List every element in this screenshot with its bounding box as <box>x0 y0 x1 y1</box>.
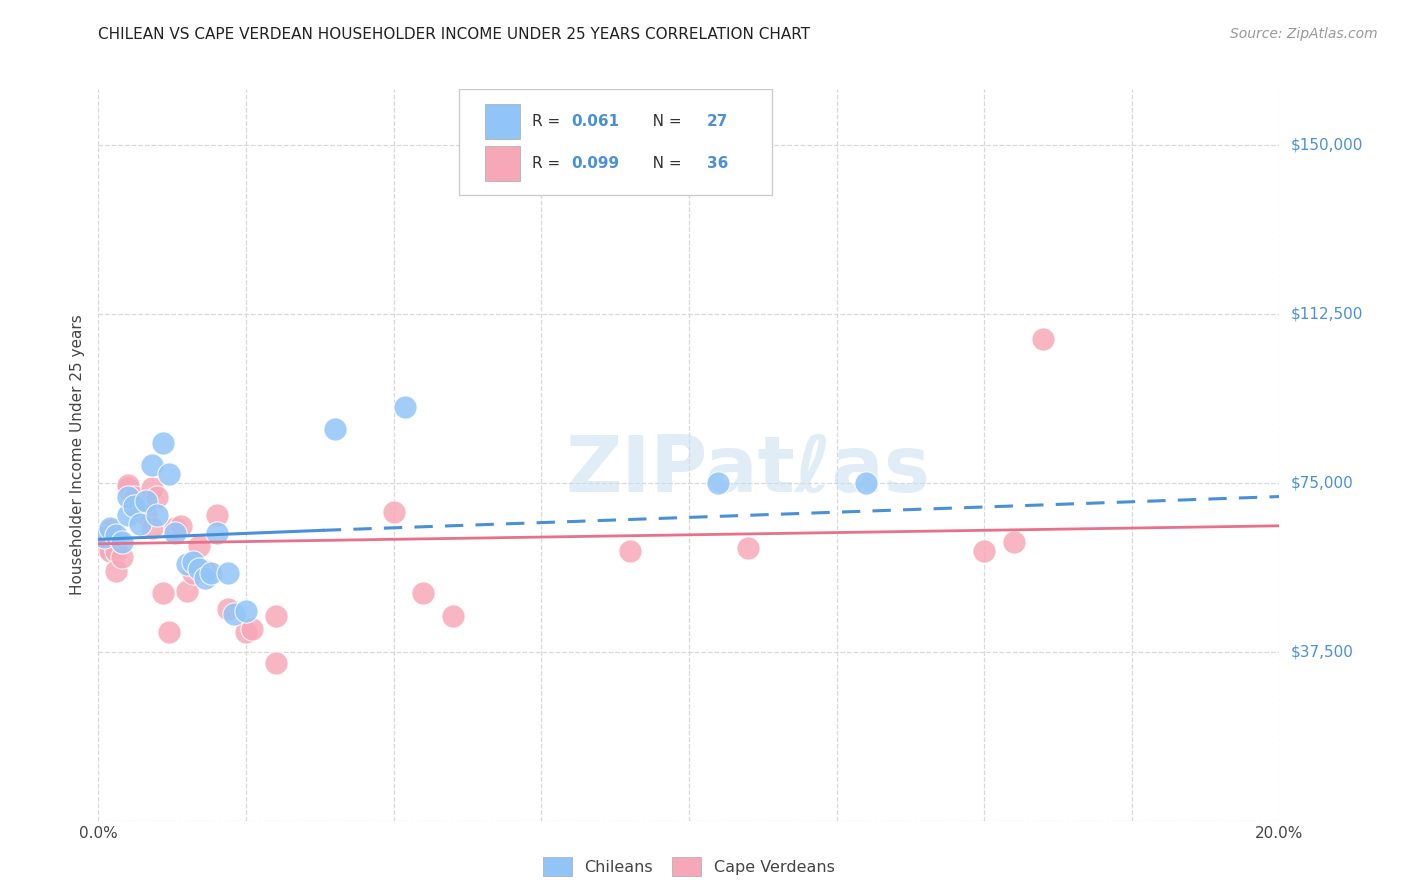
Point <box>146 490 169 504</box>
Point <box>105 528 128 542</box>
Point <box>194 564 217 578</box>
Text: 0.099: 0.099 <box>571 156 619 170</box>
Point <box>264 656 287 670</box>
Text: 0.061: 0.061 <box>571 113 619 128</box>
Point <box>187 561 209 575</box>
Point <box>973 543 995 558</box>
Point <box>181 555 204 569</box>
Point <box>128 499 150 513</box>
Point <box>135 494 157 508</box>
Point <box>412 586 434 600</box>
Point <box>141 458 163 472</box>
Point <box>165 525 187 540</box>
Point <box>165 521 187 535</box>
Legend: Chileans, Cape Verdeans: Chileans, Cape Verdeans <box>537 851 841 882</box>
Text: 27: 27 <box>707 113 728 128</box>
Point <box>323 422 346 436</box>
Point <box>205 525 228 540</box>
Point <box>117 478 139 492</box>
Y-axis label: Householder Income Under 25 years: Householder Income Under 25 years <box>70 315 86 595</box>
Text: R =: R = <box>531 156 565 170</box>
Point <box>111 550 134 565</box>
Text: $37,500: $37,500 <box>1291 644 1354 659</box>
Text: N =: N = <box>638 156 686 170</box>
Point <box>855 476 877 491</box>
Point <box>194 571 217 585</box>
Point <box>152 586 174 600</box>
Point <box>264 608 287 623</box>
Point <box>224 607 246 621</box>
Point <box>394 400 416 414</box>
Point <box>181 566 204 580</box>
Point <box>170 518 193 533</box>
Point <box>141 521 163 535</box>
Point <box>382 505 405 519</box>
Text: R =: R = <box>531 113 565 128</box>
Point <box>737 541 759 556</box>
Point <box>1032 332 1054 346</box>
Point <box>176 584 198 599</box>
Point <box>122 490 145 504</box>
Point <box>205 508 228 522</box>
Text: $112,500: $112,500 <box>1291 307 1362 322</box>
Text: ZIPatℓas: ZIPatℓas <box>565 432 931 508</box>
Text: $75,000: $75,000 <box>1291 475 1354 491</box>
Point <box>146 508 169 522</box>
Point <box>111 534 134 549</box>
Point <box>187 539 209 553</box>
FancyBboxPatch shape <box>485 145 520 181</box>
Point <box>117 508 139 522</box>
Point <box>157 624 180 639</box>
Point <box>235 604 257 618</box>
Point <box>217 602 239 616</box>
Point <box>200 566 222 580</box>
Point <box>93 539 115 553</box>
Point <box>157 467 180 481</box>
Point <box>122 499 145 513</box>
Text: CHILEAN VS CAPE VERDEAN HOUSEHOLDER INCOME UNDER 25 YEARS CORRELATION CHART: CHILEAN VS CAPE VERDEAN HOUSEHOLDER INCO… <box>98 27 810 42</box>
Point <box>441 608 464 623</box>
Point <box>105 564 128 578</box>
Point <box>117 490 139 504</box>
Point <box>152 435 174 450</box>
Point <box>141 481 163 495</box>
FancyBboxPatch shape <box>458 89 772 195</box>
FancyBboxPatch shape <box>485 103 520 139</box>
Point <box>619 543 641 558</box>
Text: Source: ZipAtlas.com: Source: ZipAtlas.com <box>1230 27 1378 41</box>
Point <box>117 481 139 495</box>
Point <box>1002 534 1025 549</box>
Point <box>217 566 239 580</box>
Point <box>176 557 198 571</box>
Point <box>98 521 121 535</box>
Point <box>235 624 257 639</box>
Point <box>128 516 150 531</box>
Point <box>240 623 263 637</box>
Text: N =: N = <box>638 113 686 128</box>
Point <box>98 524 121 538</box>
Point <box>98 543 121 558</box>
Point <box>707 476 730 491</box>
Point <box>105 543 128 558</box>
Point <box>135 508 157 522</box>
Text: 36: 36 <box>707 156 728 170</box>
Point <box>93 530 115 544</box>
Text: $150,000: $150,000 <box>1291 138 1362 153</box>
